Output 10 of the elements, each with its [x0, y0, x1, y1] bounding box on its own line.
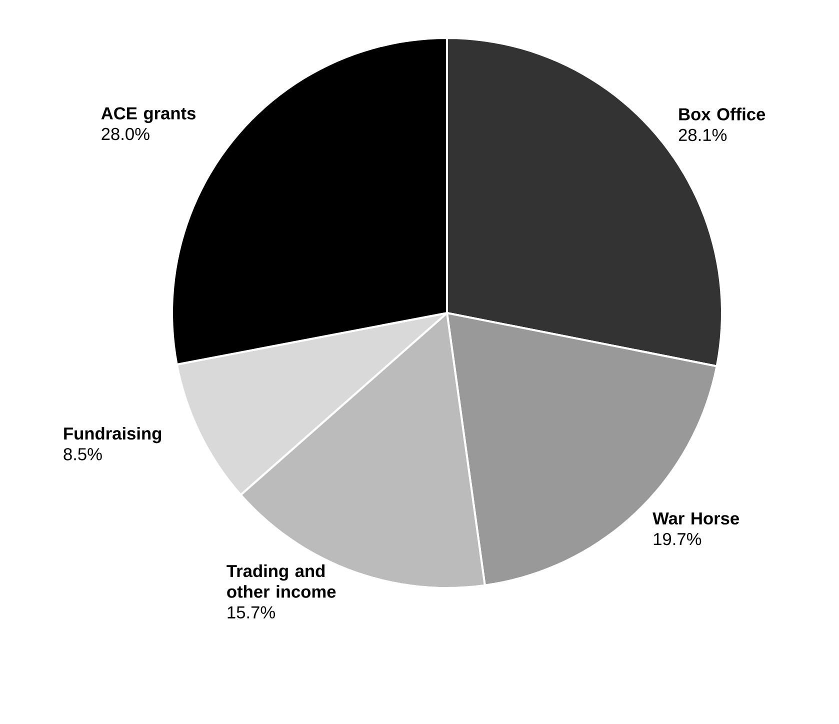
slice-label: Trading and other income: [226, 564, 336, 598]
slice-label: Box Office: [679, 108, 766, 120]
slice-label: War Horse: [652, 512, 740, 525]
data-label: 8.5%: [64, 448, 102, 460]
data-label: 28.1%: [678, 128, 727, 142]
slice-label: ACE grants: [101, 107, 196, 123]
data-label: 19.7%: [654, 532, 702, 546]
data-label: 15.7%: [228, 606, 275, 618]
data-label: 28.0%: [102, 128, 150, 140]
slice-label: Fundraising: [64, 426, 162, 444]
